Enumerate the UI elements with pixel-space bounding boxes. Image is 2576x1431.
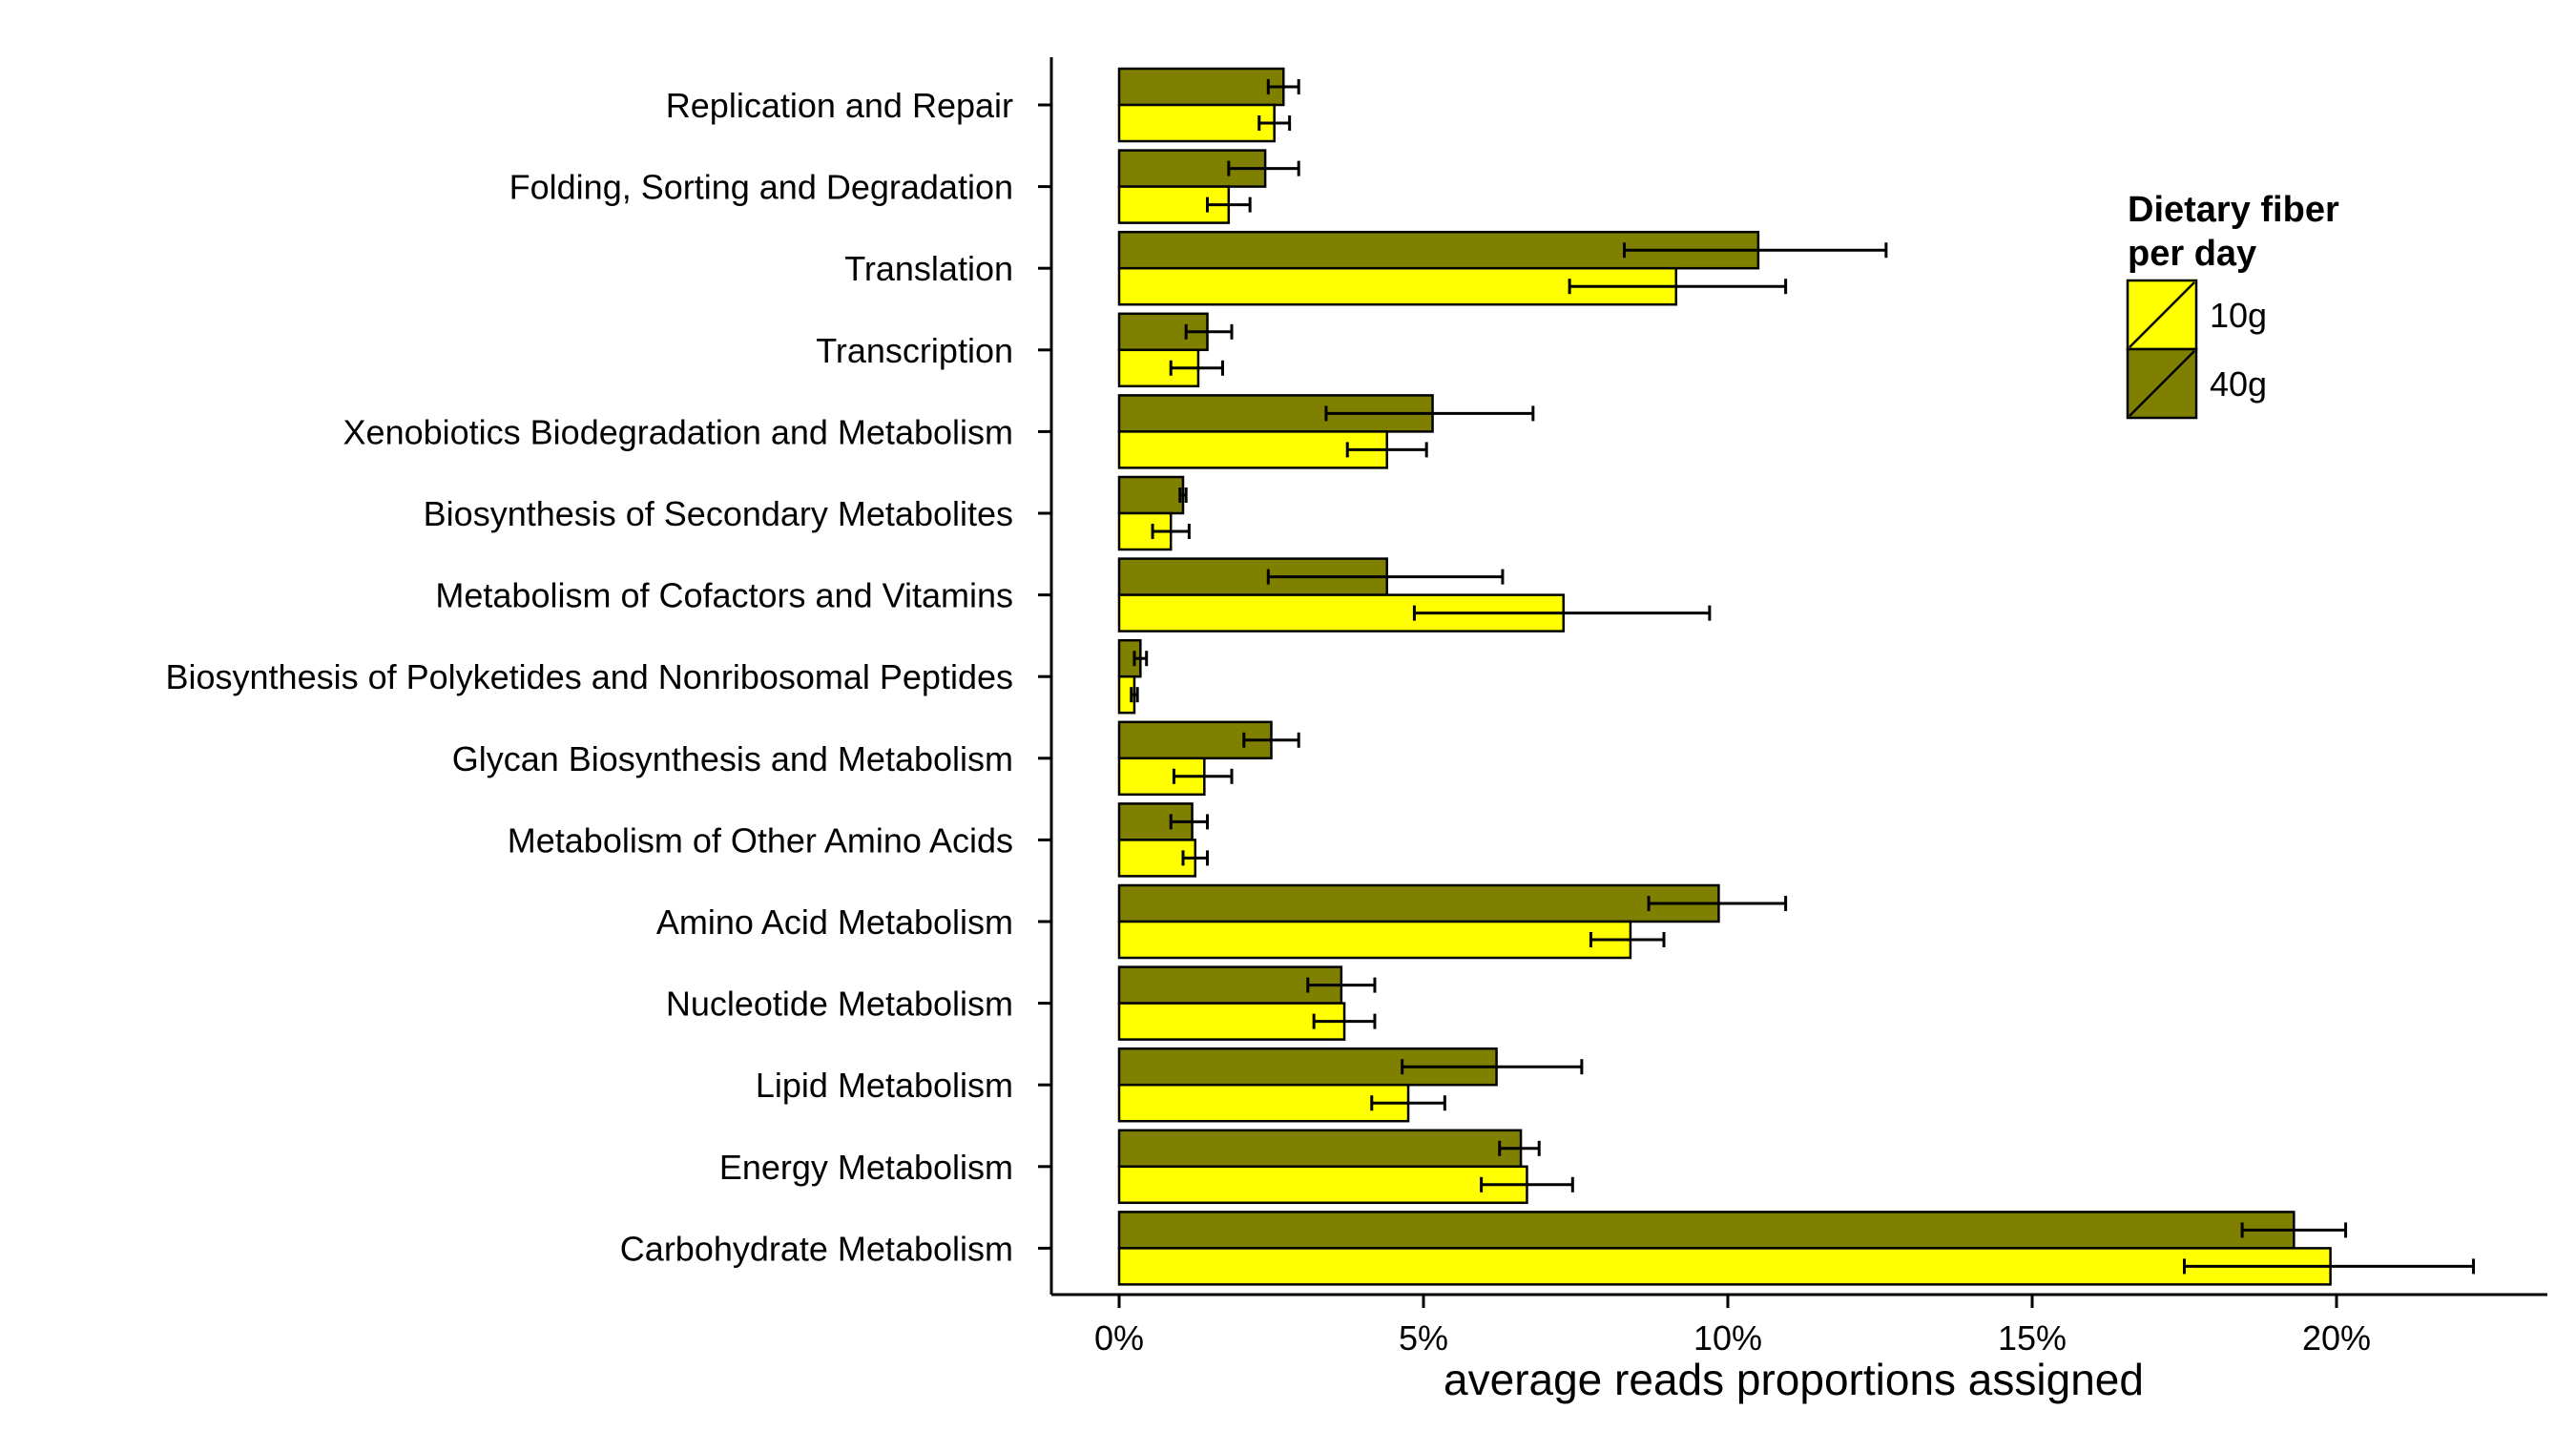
error-bar-40g-energy-metabolism [1498, 1140, 1541, 1156]
error-bar-40g-biosynthesis-of-polyketides-and-nonribosomal-peptides [1132, 651, 1149, 667]
error-bar-40g-nucleotide-metabolism [1306, 977, 1377, 993]
error-bar-10g-translation [1568, 279, 1788, 295]
bar-10g-replication-and-repair [1117, 103, 1276, 143]
error-bar-10g-metabolism-of-cofactors-and-vitamins [1412, 605, 1712, 621]
error-bar-40g-transcription [1184, 323, 1234, 340]
category-labels: Replication and Repair Folding, Sorting a… [166, 86, 1014, 1268]
legend-title-line-1: Dietary fiber [2128, 190, 2339, 230]
legend: Dietary fiber per day 10g 40g [2126, 190, 2339, 420]
category-label-glycan-biosynthesis-and-metabolism: Glycan Biosynthesis and Metabolism [452, 739, 1013, 778]
error-bar-10g-xenobiotics-biodegradation-and-metabolism [1345, 442, 1428, 458]
legend-items: 10g 40g [2126, 279, 2267, 420]
legend-label-10g: 10g [2210, 296, 2267, 335]
bar-40g-amino-acid-metabolism [1117, 883, 1720, 923]
error-bar-40g-metabolism-of-other-amino-acids [1169, 814, 1210, 830]
x-tick-label-1: 5% [1399, 1318, 1448, 1358]
legend-title-line-2: per day [2128, 234, 2256, 274]
category-label-folding-sorting-and-degradation: Folding, Sorting and Degradation [509, 168, 1013, 207]
error-bar-10g-lipid-metabolism [1370, 1095, 1446, 1111]
legend-label-40g: 40g [2210, 364, 2267, 404]
x-axis-title: average reads proportions assigned [1444, 1355, 2144, 1404]
category-label-translation: Translation [844, 249, 1013, 288]
error-bar-10g-amino-acid-metabolism [1589, 932, 1666, 947]
axes: 0% 5% 10% 15% 20% [1038, 57, 2547, 1358]
bar-10g-amino-acid-metabolism [1117, 920, 1632, 960]
error-bar-40g-lipid-metabolism [1401, 1059, 1584, 1075]
error-bar-10g-energy-metabolism [1480, 1176, 1574, 1192]
error-bar-10g-biosynthesis-of-polyketides-and-nonribosomal-peptides [1130, 687, 1139, 703]
bar-10g-energy-metabolism [1117, 1165, 1528, 1205]
bar-40g-carbohydrate-metabolism [1117, 1211, 2296, 1250]
category-label-amino-acid-metabolism: Amino Acid Metabolism [656, 902, 1013, 942]
error-bar-10g-nucleotide-metabolism [1312, 1013, 1377, 1029]
error-bar-10g-transcription [1169, 360, 1224, 376]
error-bar-40g-folding-sorting-and-degradation [1227, 160, 1300, 176]
error-bar-40g-replication-and-repair [1266, 79, 1300, 94]
category-label-carbohydrate-metabolism: Carbohydrate Metabolism [620, 1229, 1013, 1268]
category-label-metabolism-of-cofactors-and-vitamins: Metabolism of Cofactors and Vitamins [435, 576, 1013, 615]
error-bar-40g-carbohydrate-metabolism [2240, 1222, 2348, 1238]
bars-layer [1117, 67, 2332, 1286]
bar-10g-carbohydrate-metabolism [1117, 1247, 2332, 1286]
error-bar-10g-carbohydrate-metabolism [2183, 1258, 2476, 1275]
category-label-energy-metabolism: Energy Metabolism [719, 1148, 1013, 1187]
error-bar-10g-glycan-biosynthesis-and-metabolism [1172, 768, 1234, 784]
error-bar-10g-replication-and-repair [1257, 115, 1292, 131]
error-bar-40g-metabolism-of-cofactors-and-vitamins [1266, 569, 1505, 585]
category-label-replication-and-repair: Replication and Repair [666, 86, 1013, 125]
error-bars-layer [1130, 79, 2476, 1275]
x-tick-label-3: 15% [1998, 1318, 2067, 1358]
category-label-lipid-metabolism: Lipid Metabolism [756, 1066, 1013, 1105]
x-tick-label-2: 10% [1693, 1318, 1762, 1358]
bar-10g-xenobiotics-biodegradation-and-metabolism [1117, 430, 1388, 469]
legend-item-10g: 10g [2126, 279, 2267, 351]
category-label-metabolism-of-other-amino-acids: Metabolism of Other Amino Acids [508, 820, 1013, 860]
category-label-biosynthesis-of-secondary-metabolites: Biosynthesis of Secondary Metabolites [424, 494, 1013, 533]
legend-item-40g: 40g [2126, 347, 2267, 420]
bar-10g-nucleotide-metabolism [1117, 1002, 1346, 1041]
bar-40g-replication-and-repair [1117, 67, 1285, 107]
category-label-transcription: Transcription [816, 331, 1013, 370]
error-bar-40g-glycan-biosynthesis-and-metabolism [1242, 732, 1300, 748]
error-bar-10g-biosynthesis-of-secondary-metabolites [1151, 524, 1191, 539]
error-bar-40g-biosynthesis-of-secondary-metabolites [1178, 487, 1188, 503]
bar-10g-lipid-metabolism [1117, 1083, 1410, 1123]
category-label-xenobiotics-biodegradation-and-metabolism: Xenobiotics Biodegradation and Metabolis… [343, 412, 1013, 451]
error-bar-40g-translation [1623, 242, 1888, 259]
x-tick-label-4: 20% [2302, 1318, 2371, 1358]
category-label-biosynthesis-of-polyketides-and-nonribosomal-peptides: Biosynthesis of Polyketides and Nonribos… [166, 657, 1014, 696]
error-bar-40g-xenobiotics-biodegradation-and-metabolism [1324, 405, 1535, 422]
bar-40g-biosynthesis-of-secondary-metabolites [1117, 475, 1185, 515]
bar-40g-energy-metabolism [1117, 1129, 1523, 1169]
error-bar-10g-metabolism-of-other-amino-acids [1181, 850, 1210, 866]
x-tick-label-0: 0% [1094, 1318, 1144, 1358]
error-bar-10g-folding-sorting-and-degradation [1206, 197, 1252, 213]
error-bar-40g-amino-acid-metabolism [1647, 896, 1788, 911]
category-label-nucleotide-metabolism: Nucleotide Metabolism [666, 985, 1013, 1024]
